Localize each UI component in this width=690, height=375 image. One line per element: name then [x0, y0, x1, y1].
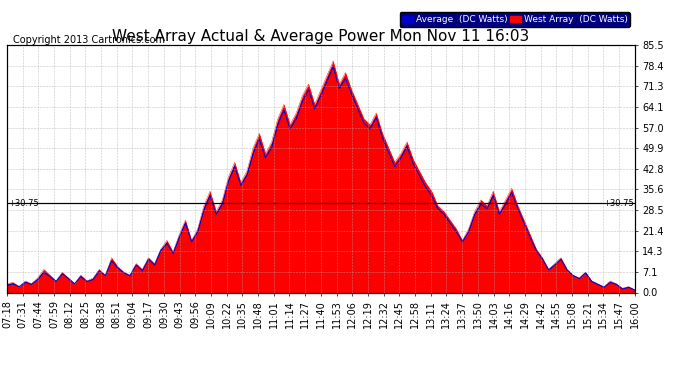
Text: Copyright 2013 Cartronics.com: Copyright 2013 Cartronics.com — [13, 35, 165, 45]
Legend: Average  (DC Watts), West Array  (DC Watts): Average (DC Watts), West Array (DC Watts… — [400, 12, 630, 27]
Title: West Array Actual & Average Power Mon Nov 11 16:03: West Array Actual & Average Power Mon No… — [112, 29, 529, 44]
Text: +30.75: +30.75 — [8, 199, 39, 208]
Text: +30.75: +30.75 — [603, 199, 633, 208]
